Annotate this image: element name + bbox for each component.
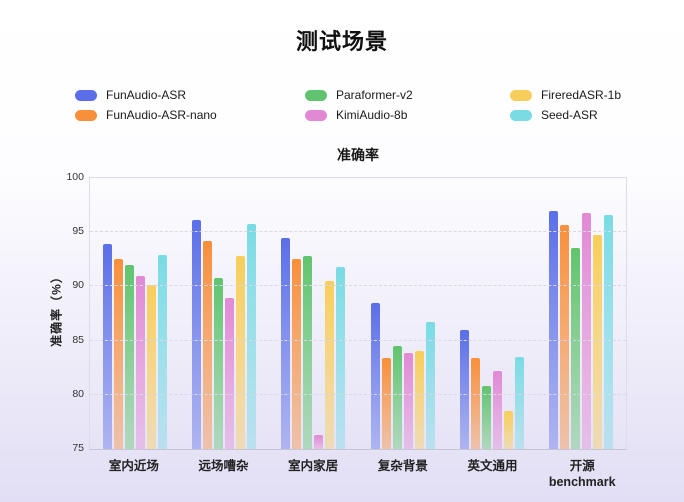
legend-item-kimiaudio-8b: KimiAudio-8b — [305, 109, 510, 122]
bar-funaudio-asr — [459, 329, 469, 449]
legend-swatch-icon — [75, 90, 97, 101]
legend-label: FunAudio-ASR — [106, 88, 187, 102]
bar-funaudio-asr-nano — [292, 259, 302, 449]
bar-groups — [90, 178, 626, 449]
legend-swatch-icon — [75, 110, 97, 121]
bar-group-5 — [447, 178, 536, 449]
legend-column: Paraformer-v2 KimiAudio-8b — [305, 89, 510, 122]
bar-funaudio-asr-nano — [560, 224, 570, 449]
x-axis-label: 室内近场 — [108, 459, 159, 473]
chart-subtitle: 准确率 — [337, 147, 379, 163]
bar-paraformer-v2 — [303, 256, 313, 449]
x-axis-label: 复杂背景 — [377, 459, 428, 473]
legend-item-paraformer-v2: Paraformer-v2 — [305, 89, 510, 102]
y-axis-title: 准确率（%） — [49, 270, 64, 347]
bar-group-1 — [90, 178, 179, 449]
y-tick-label: 80 — [72, 387, 84, 400]
bar-seed-asr — [246, 223, 256, 449]
gridline — [90, 231, 626, 233]
gridline — [90, 285, 626, 287]
legend-label: KimiAudio-8b — [336, 108, 408, 122]
bar-paraformer-v2 — [392, 346, 402, 449]
legend-label: FireredASR-1b — [541, 88, 622, 102]
bar-fireredasr-1b — [503, 411, 513, 449]
bar-funaudio-asr — [281, 237, 291, 449]
plot-area: 75 80 85 90 95 100 — [66, 172, 627, 453]
bar-seed-asr — [425, 322, 435, 449]
x-axis-label: 开源 benchmark — [548, 459, 616, 489]
bar-kimiaudio-8b — [403, 352, 413, 449]
bar-kimiaudio-8b — [224, 298, 234, 449]
bar-kimiaudio-8b — [492, 370, 502, 449]
chart-legend: FunAudio-ASR FunAudio-ASR-nano Paraformer-… — [75, 89, 621, 122]
legend-item-seed-asr: Seed-ASR — [510, 109, 621, 122]
legend-label: Seed-ASR — [541, 108, 598, 122]
bar-funaudio-asr — [549, 210, 559, 449]
bar-group-3 — [269, 178, 358, 449]
bar-paraformer-v2 — [124, 264, 134, 449]
bar-group-4 — [358, 178, 447, 449]
bar-kimiaudio-8b — [135, 275, 145, 449]
bar-paraformer-v2 — [571, 248, 581, 449]
y-tick-label: 100 — [66, 171, 84, 183]
legend-swatch-icon — [510, 110, 532, 121]
bar-fireredasr-1b — [414, 351, 424, 449]
bar-seed-asr — [604, 214, 614, 449]
legend-swatch-icon — [510, 90, 532, 101]
legend-swatch-icon — [305, 110, 327, 121]
gridline — [90, 339, 626, 341]
bar-funaudio-asr-nano — [470, 357, 480, 449]
gridline — [90, 393, 626, 395]
legend-label: Paraformer-v2 — [336, 88, 413, 102]
bar-seed-asr — [157, 254, 167, 449]
legend-column: FireredASR-1b Seed-ASR — [510, 89, 621, 122]
bar-funaudio-asr-nano — [113, 259, 123, 449]
x-axis-labels: 室内近场 远场嘈杂 室内家居 复杂背景 英文通用 开源 benchmark — [89, 458, 627, 490]
bar-funaudio-asr — [102, 244, 112, 449]
page-title: 测试场景 — [295, 29, 388, 54]
bar-group-2 — [179, 178, 268, 449]
x-axis-label: 远场嘈杂 — [198, 459, 249, 473]
legend-item-funaudio-asr: FunAudio-ASR — [75, 89, 305, 102]
x-axis-label: 室内家居 — [288, 459, 339, 473]
bar-funaudio-asr — [370, 302, 380, 449]
bar-paraformer-v2 — [481, 386, 491, 449]
y-tick-label: 75 — [72, 442, 84, 454]
bar-funaudio-asr-nano — [202, 240, 212, 449]
bar-seed-asr — [336, 266, 346, 449]
bar-group-6 — [537, 178, 626, 449]
bar-fireredasr-1b — [325, 280, 335, 449]
bar-kimiaudio-8b — [582, 212, 592, 449]
legend-item-funaudio-asr-nano: FunAudio-ASR-nano — [75, 109, 305, 122]
bar-paraformer-v2 — [213, 277, 223, 449]
bar-funaudio-asr — [191, 220, 201, 449]
bar-kimiaudio-8b — [314, 434, 324, 449]
y-tick-label: 95 — [72, 225, 84, 238]
y-tick-label: 85 — [72, 333, 84, 346]
bar-seed-asr — [514, 356, 524, 449]
legend-item-fireredasr-1b: FireredASR-1b — [510, 89, 621, 102]
bar-fireredasr-1b — [146, 285, 156, 449]
bar-fireredasr-1b — [235, 256, 245, 449]
legend-swatch-icon — [305, 90, 327, 101]
x-axis-label: 英文通用 — [467, 459, 518, 473]
legend-label: FunAudio-ASR-nano — [106, 108, 217, 122]
bar-funaudio-asr-nano — [381, 357, 391, 449]
bar-fireredasr-1b — [593, 235, 603, 449]
y-tick-label: 90 — [72, 279, 84, 292]
legend-column: FunAudio-ASR FunAudio-ASR-nano — [75, 89, 305, 122]
